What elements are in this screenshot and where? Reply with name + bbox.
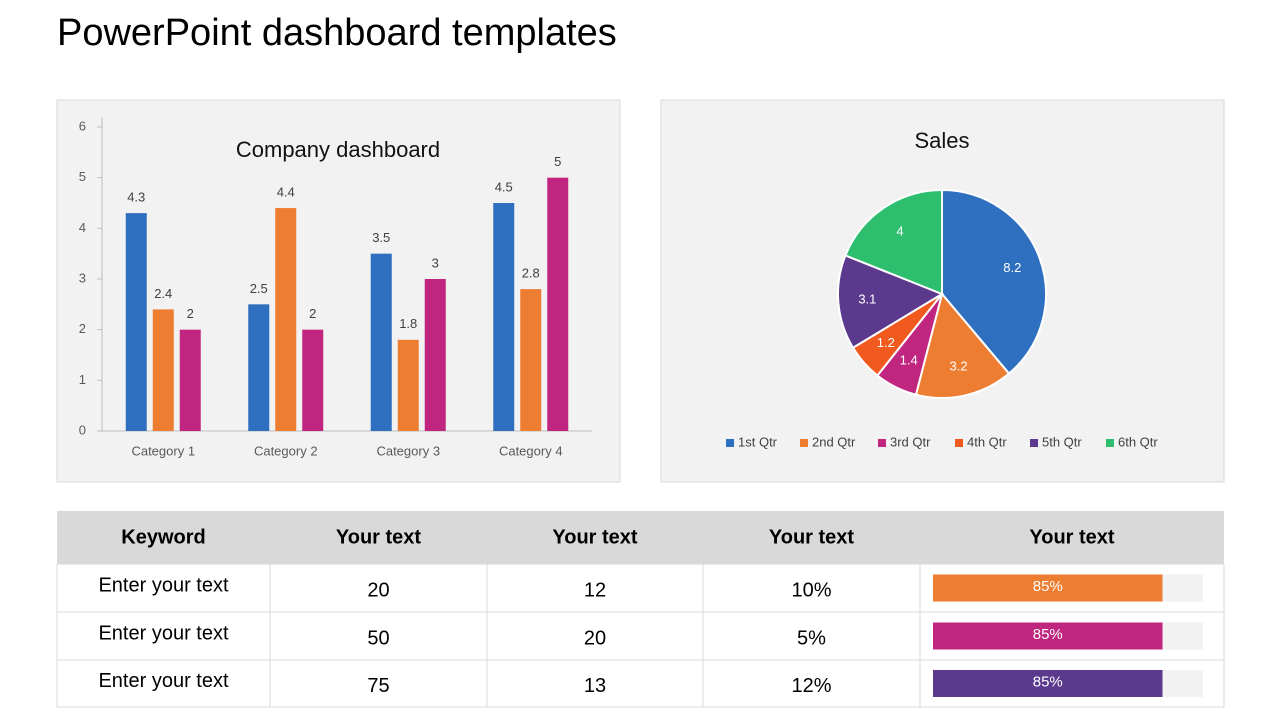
table-cell: Enter your text <box>98 574 229 596</box>
pie-slice <box>941 188 1047 375</box>
y-tick-label: 5 <box>79 169 86 184</box>
table-cell: 50 <box>367 627 389 649</box>
legend-label: 5th Qtr <box>1042 434 1082 449</box>
data-label: 2 <box>187 306 194 321</box>
table-cell: 10% <box>791 579 831 601</box>
progress-label: 85% <box>1033 578 1063 595</box>
table-cell: 20 <box>584 627 606 649</box>
data-label: 4.5 <box>495 179 513 194</box>
progress-bar <box>933 622 1163 650</box>
table-cell: 12% <box>791 675 831 697</box>
bar <box>179 329 201 431</box>
data-label: 1.8 <box>399 316 417 331</box>
data-label: 1.4 <box>900 352 918 367</box>
bar <box>248 304 270 431</box>
bar-chart-title: Company dashboard <box>236 137 440 162</box>
slide-title: PowerPoint dashboard templates <box>57 12 617 54</box>
table-header-cell: Your text <box>336 526 422 548</box>
data-label: 2 <box>309 306 316 321</box>
x-tick-label: Category 4 <box>499 443 563 458</box>
table-header-cell: Your text <box>769 526 855 548</box>
x-tick-label: Category 2 <box>254 443 318 458</box>
table-cell: 20 <box>367 579 389 601</box>
progress-bar <box>933 670 1163 697</box>
legend-label: 1st Qtr <box>738 434 778 449</box>
table-cell: 12 <box>584 579 606 601</box>
data-label: 3.5 <box>372 230 390 245</box>
bar <box>424 279 446 431</box>
progress-bar <box>933 574 1163 602</box>
legend-label: 3rd Qtr <box>890 434 931 449</box>
legend-swatch <box>878 439 886 447</box>
bar <box>302 329 324 431</box>
y-tick-label: 0 <box>79 422 86 437</box>
legend-label: 2nd Qtr <box>812 434 856 449</box>
legend-label: 6th Qtr <box>1118 434 1158 449</box>
x-tick-label: Category 1 <box>131 443 195 458</box>
bar <box>493 203 515 431</box>
y-tick-label: 3 <box>79 270 86 285</box>
bar <box>520 289 542 431</box>
pie-slice <box>914 291 1011 399</box>
data-label: 1.2 <box>877 335 895 350</box>
table-header-cell: Your text <box>552 526 638 548</box>
table-header-cell: Your text <box>1029 526 1115 548</box>
data-label: 5 <box>554 154 561 169</box>
table-header-bg <box>57 511 1224 564</box>
table-cell: Enter your text <box>98 622 229 644</box>
table-cell: 75 <box>367 675 389 697</box>
legend-swatch <box>1030 439 1038 447</box>
data-label: 2.5 <box>250 281 268 296</box>
progress-label: 85% <box>1033 673 1063 690</box>
data-label: 4 <box>896 223 903 238</box>
table-cell: 13 <box>584 675 606 697</box>
bar <box>370 253 392 431</box>
pie-chart-title: Sales <box>914 128 969 153</box>
legend-swatch <box>1106 439 1114 447</box>
pie-slice <box>837 254 945 350</box>
y-tick-label: 6 <box>79 118 86 133</box>
legend-swatch <box>726 439 734 447</box>
table-header-cell: Keyword <box>121 526 205 548</box>
bar <box>152 309 174 431</box>
bar <box>125 213 147 431</box>
progress-label: 85% <box>1033 626 1063 643</box>
legend-swatch <box>800 439 808 447</box>
pie-slice <box>844 188 943 296</box>
legend-swatch <box>955 439 963 447</box>
data-label: 8.2 <box>1003 260 1021 275</box>
y-tick-label: 2 <box>79 321 86 336</box>
y-tick-label: 4 <box>79 220 86 235</box>
x-tick-label: Category 3 <box>376 443 440 458</box>
data-label: 4.3 <box>127 190 145 205</box>
bar <box>547 177 569 431</box>
table-cell: 5% <box>797 627 826 649</box>
data-label: 3.1 <box>858 292 876 307</box>
bar <box>275 208 297 431</box>
data-label: 2.8 <box>522 266 540 281</box>
data-label: 4.4 <box>277 185 295 200</box>
bar <box>397 339 419 431</box>
legend-label: 4th Qtr <box>967 434 1007 449</box>
data-label: 3 <box>432 255 439 270</box>
data-label: 3.2 <box>950 358 968 373</box>
data-label: 2.4 <box>154 286 172 301</box>
y-tick-label: 1 <box>79 372 86 387</box>
table-cell: Enter your text <box>98 670 229 692</box>
